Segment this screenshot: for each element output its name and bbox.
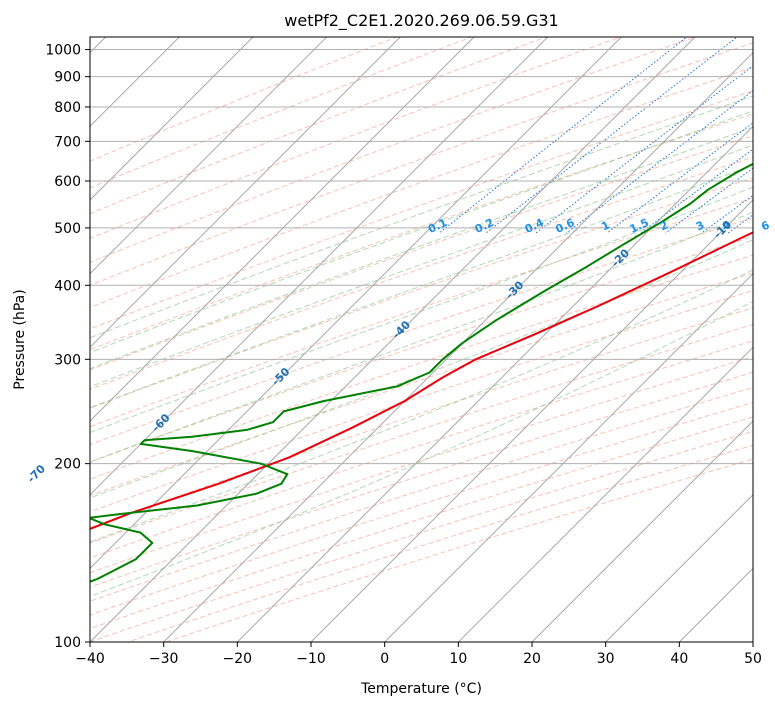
mixing-ratio-label: 0.4 (523, 216, 546, 236)
dry-adiabat-line (90, 135, 753, 371)
moist-adiabat-line (90, 126, 753, 370)
dry-adiabat-line (90, 177, 753, 409)
dry-adiabat-line (164, 458, 753, 642)
y-tick-label: 400 (54, 278, 81, 294)
grid-lines (90, 37, 753, 642)
isotherm-gridline (678, 567, 753, 642)
dry-adiabat-line (90, 340, 753, 559)
dry-adiabat-line (90, 236, 753, 463)
dry-adiabat-line (90, 37, 473, 189)
isotherm-label: -70 (25, 462, 48, 485)
x-tick-label: −20 (223, 651, 253, 667)
moist-adiabat-line (90, 239, 753, 499)
isotherm-gridline (90, 37, 696, 642)
dry-adiabat-line (90, 197, 753, 428)
dry-adiabat-line (90, 254, 753, 480)
x-tick-label: 10 (449, 651, 467, 667)
y-tick-label: 800 (54, 100, 81, 116)
x-tick-label: 30 (597, 651, 615, 667)
dry-adiabat-line (90, 113, 753, 351)
x-tick-label: 20 (523, 651, 541, 667)
moist-adiabat-line (90, 95, 753, 339)
y-axis: 100 200 300 400 500 600 700 800 900 1000 (45, 43, 90, 651)
dry-adiabat-line (90, 37, 623, 239)
dry-adiabat-line (90, 37, 548, 215)
dry-adiabat-line (90, 90, 753, 330)
isotherm-gridline (90, 37, 181, 128)
moist-adiabat-line (90, 186, 753, 434)
moist-adiabat-line (90, 269, 753, 543)
isotherm-gridline (90, 37, 475, 422)
y-tick-label: 300 (54, 352, 81, 368)
x-tick-label: −30 (149, 651, 179, 667)
isotherm-gridline (531, 420, 753, 642)
dry-adiabat-line (90, 156, 753, 390)
background-lines (90, 25, 775, 642)
mixing-ratio-line (767, 25, 775, 233)
isotherm-gridline (90, 37, 402, 349)
isotherm-gridline (236, 125, 753, 642)
y-tick-label: 900 (54, 70, 81, 86)
mixing-ratio-line (606, 122, 753, 234)
mixing-ratio-label: 1.5 (628, 216, 651, 236)
dry-adiabat-line (90, 37, 399, 162)
dry-adiabat-line (90, 356, 753, 574)
dry-adiabat-line (90, 66, 753, 309)
dry-adiabat-line (126, 444, 753, 642)
mixing-ratio-line (535, 65, 753, 234)
moist-adiabat-line (90, 144, 753, 388)
x-tick-label: −40 (75, 651, 105, 667)
mixing-ratio-line (566, 90, 753, 234)
y-tick-label: 100 (54, 635, 81, 651)
dry-adiabat-line (90, 323, 753, 544)
dewpoint-profile-line (90, 162, 753, 583)
mixing-ratio-label: 0.1 (426, 216, 449, 236)
mixing-ratio-label: 6 (759, 218, 772, 233)
isotherm-gridline (310, 199, 753, 642)
dry-adiabat-line (90, 401, 753, 616)
dry-adiabat-line (90, 386, 753, 602)
isotherm-gridline (90, 37, 328, 275)
chart-title: wetPf2_C2E1.2020.269.06.59.G31 (284, 11, 558, 31)
y-tick-label: 200 (54, 457, 81, 473)
sounding-series (90, 162, 753, 583)
plot-frame (89, 36, 754, 643)
mixing-ratio-label: 3 (694, 218, 706, 233)
isotherm-gridline (604, 493, 753, 642)
dry-adiabat-line (90, 290, 753, 513)
moist-adiabat-line (90, 110, 753, 354)
isotherm-gridline (383, 272, 753, 642)
moist-adiabat-line (93, 300, 753, 596)
dry-adiabat-line (90, 217, 753, 446)
dry-adiabat-line (90, 416, 753, 630)
dry-adiabat-line (90, 371, 753, 588)
y-axis-label: Pressure (hPa) (12, 289, 28, 389)
line-labels: 0.10.20.40.611.52346810131620253036-100-… (25, 216, 772, 486)
x-axis-label: Temperature (°C) (360, 681, 482, 697)
x-axis: −40 −30 −20 −10 0 10 20 30 40 50 (75, 642, 762, 667)
moist-adiabat-line (90, 211, 753, 463)
y-tick-label: 1000 (45, 43, 81, 59)
moist-adiabat-line (90, 164, 753, 409)
y-tick-label: 500 (54, 221, 81, 237)
mixing-ratio-label: 1 (599, 218, 611, 233)
x-tick-label: −10 (296, 651, 326, 667)
isotherm-gridline (457, 346, 753, 642)
isotherm-gridline (90, 37, 254, 201)
mixing-ratio-line (665, 167, 753, 234)
y-tick-label: 700 (54, 134, 81, 150)
dry-adiabat-line (90, 307, 753, 529)
x-tick-label: 0 (380, 651, 389, 667)
mixing-ratio-label: 0.2 (473, 216, 496, 236)
temperature-profile-line (90, 231, 753, 530)
isotherm-gridline (90, 37, 623, 570)
x-tick-label: 50 (744, 651, 762, 667)
y-tick-label: 600 (54, 174, 81, 190)
isotherm-gridline (90, 37, 549, 496)
dry-adiabat-line (90, 42, 753, 286)
x-tick-label: 40 (670, 651, 688, 667)
dry-adiabat-line (90, 37, 698, 263)
dry-adiabat-line (90, 272, 753, 497)
